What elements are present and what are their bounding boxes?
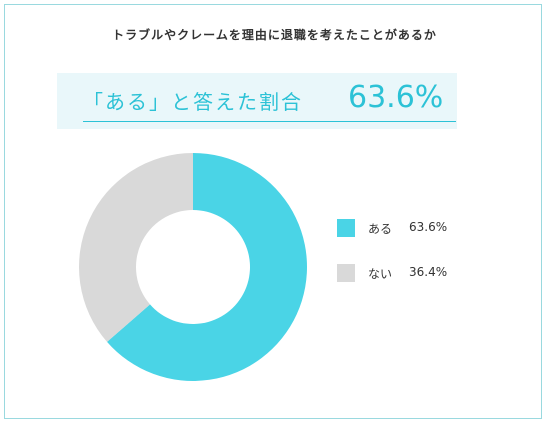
donut-slices	[78, 153, 307, 382]
legend-label-nai: ない	[368, 267, 393, 281]
legend-swatch-aru	[337, 219, 355, 237]
legend-label-aru: ある	[368, 222, 393, 236]
summary-banner-value: 63.6%	[348, 80, 444, 115]
donut-slice-nai	[78, 153, 193, 342]
legend-value-nai: 36.4%	[409, 265, 448, 279]
chart-title: トラブルやクレームを理由に退職を考えたことがあるか	[112, 28, 437, 42]
summary-banner-underline	[83, 121, 456, 122]
summary-banner	[57, 73, 457, 129]
legend-swatch-nai	[337, 264, 355, 282]
legend-value-aru: 63.6%	[409, 220, 448, 234]
summary-banner-label: 「ある」と答えた割合	[83, 90, 303, 114]
donut-slice-aru	[107, 153, 307, 382]
